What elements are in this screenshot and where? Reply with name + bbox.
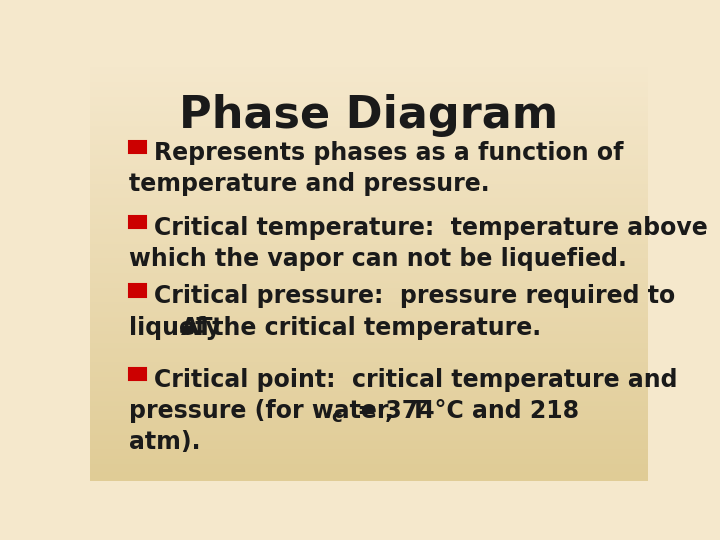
Text: which the vapor can not be liquefied.: which the vapor can not be liquefied. — [129, 247, 627, 271]
Text: Critical temperature:  temperature above: Critical temperature: temperature above — [154, 216, 708, 240]
Text: Phase Diagram: Phase Diagram — [179, 94, 559, 137]
FancyBboxPatch shape — [129, 285, 145, 297]
Text: Critical point:  critical temperature and: Critical point: critical temperature and — [154, 368, 678, 392]
Text: pressure (for water,  T: pressure (for water, T — [129, 399, 426, 423]
Text: temperature and pressure.: temperature and pressure. — [129, 172, 490, 196]
Text: AT: AT — [181, 315, 213, 340]
FancyBboxPatch shape — [129, 141, 145, 153]
Text: the critical temperature.: the critical temperature. — [204, 315, 541, 340]
Text: c: c — [331, 408, 342, 426]
Text: Represents phases as a function of: Represents phases as a function of — [154, 141, 624, 165]
FancyBboxPatch shape — [129, 216, 145, 228]
Text: liquefy: liquefy — [129, 315, 229, 340]
Text: = 374°C and 218: = 374°C and 218 — [349, 399, 579, 423]
FancyBboxPatch shape — [129, 368, 145, 380]
Text: atm).: atm). — [129, 430, 201, 454]
Text: Critical pressure:  pressure required to: Critical pressure: pressure required to — [154, 285, 675, 308]
